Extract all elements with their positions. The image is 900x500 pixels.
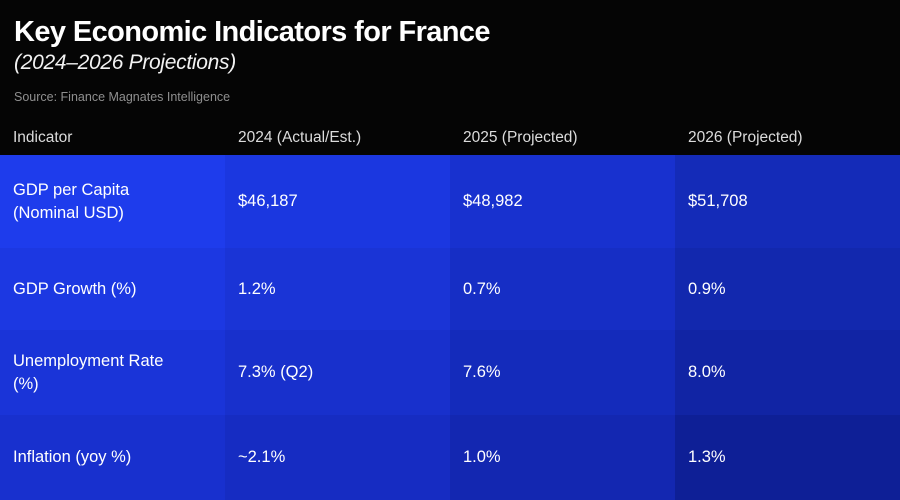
value-cell: $51,708 (675, 155, 900, 248)
value-cell: 8.0% (675, 330, 900, 415)
value-text: $51,708 (688, 192, 748, 211)
value-text: ~2.1% (238, 448, 286, 467)
indicator-label: GDP Growth (%) (13, 279, 137, 298)
indicator-label: Inflation (yoy %) (13, 448, 132, 467)
table-row: GDP Growth (%) 1.2% 0.7% 0.9% (0, 248, 900, 330)
indicator-cell: GDP per Capita (Nominal USD) (0, 155, 225, 248)
column-header-2024: 2024 (Actual/Est.) (238, 129, 362, 147)
value-cell: 7.6% (450, 330, 675, 415)
indicator-cell: GDP Growth (%) (0, 248, 225, 330)
value-text: 1.0% (463, 448, 501, 467)
value-text: 7.6% (463, 363, 501, 382)
page-title: Key Economic Indicators for France (14, 16, 491, 48)
column-header-2026: 2026 (Projected) (688, 129, 803, 147)
value-text: 0.9% (688, 279, 726, 298)
value-cell: 1.0% (450, 415, 675, 500)
value-text: $48,982 (463, 192, 523, 211)
column-header-indicator: Indicator (13, 129, 73, 147)
table-row: Unemployment Rate (%) 7.3% (Q2) 7.6% 8.0… (0, 330, 900, 415)
value-cell: ~2.1% (225, 415, 450, 500)
value-text: 7.3% (Q2) (238, 363, 314, 382)
value-text: $46,187 (238, 192, 298, 211)
value-text: 0.7% (463, 279, 501, 298)
indicator-cell: Unemployment Rate (%) (0, 330, 225, 415)
indicators-table: Indicator 2024 (Actual/Est.) 2025 (Proje… (0, 122, 900, 500)
table-row: Inflation (yoy %) ~2.1% 1.0% 1.3% (0, 415, 900, 500)
table-header-row: Indicator 2024 (Actual/Est.) 2025 (Proje… (0, 122, 900, 155)
column-header-2025: 2025 (Projected) (463, 129, 578, 147)
value-cell: 1.3% (675, 415, 900, 500)
value-text: 1.2% (238, 279, 276, 298)
value-cell: 0.7% (450, 248, 675, 330)
indicator-label: GDP per Capita (Nominal USD) (13, 181, 130, 222)
page-subtitle: (2024–2026 Projections) (14, 51, 236, 75)
value-cell: 1.2% (225, 248, 450, 330)
value-cell: $46,187 (225, 155, 450, 248)
indicator-cell: Inflation (yoy %) (0, 415, 225, 500)
value-cell: 7.3% (Q2) (225, 330, 450, 415)
indicator-label: Unemployment Rate (%) (13, 352, 164, 393)
source-credit: Source: Finance Magnates Intelligence (14, 90, 231, 105)
value-text: 1.3% (688, 448, 726, 467)
table-row: GDP per Capita (Nominal USD) $46,187 $48… (0, 155, 900, 248)
value-text: 8.0% (688, 363, 726, 382)
header: Key Economic Indicators for France (2024… (0, 0, 900, 122)
value-cell: 0.9% (675, 248, 900, 330)
value-cell: $48,982 (450, 155, 675, 248)
